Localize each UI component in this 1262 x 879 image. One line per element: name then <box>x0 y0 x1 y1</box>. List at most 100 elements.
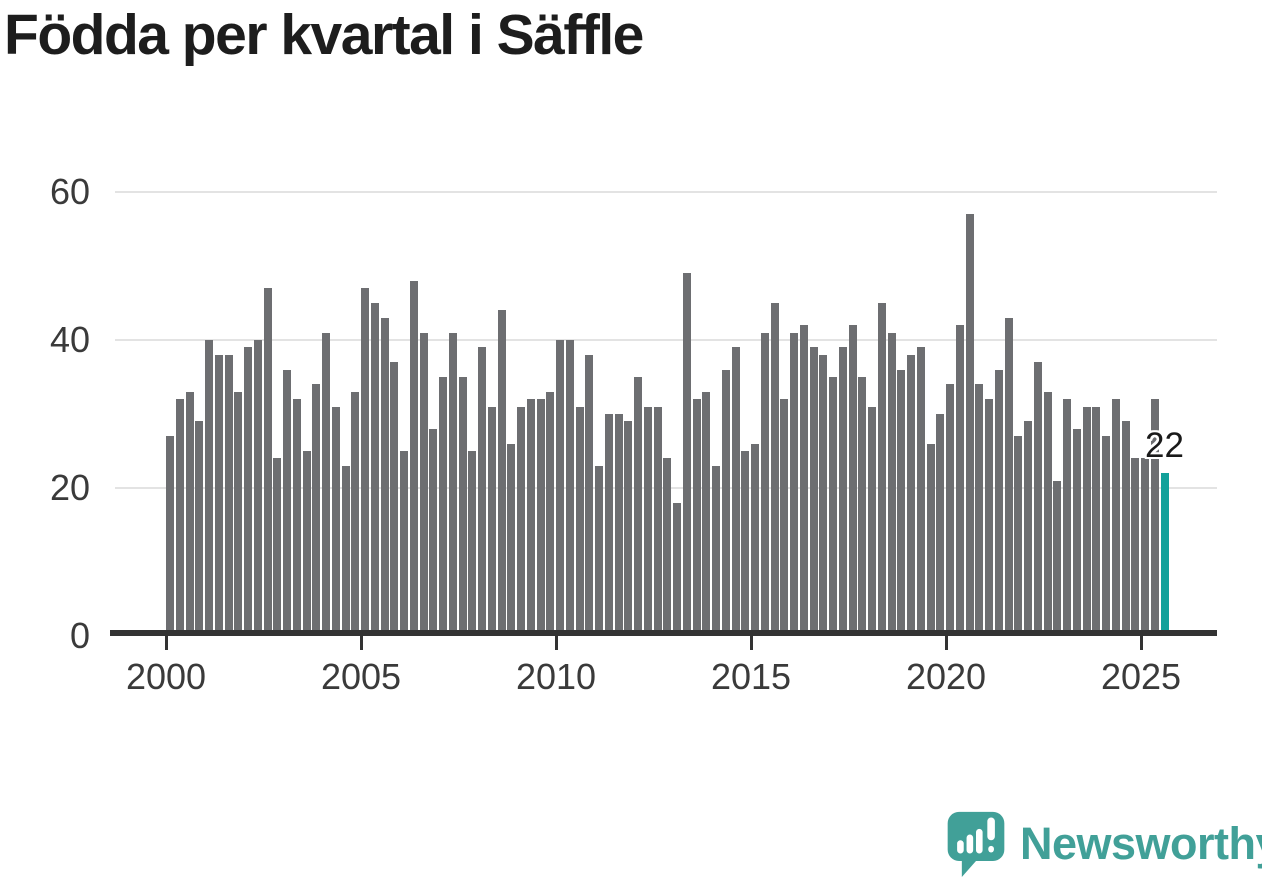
y-axis-label-40: 40 <box>49 319 90 360</box>
bar <box>205 340 213 636</box>
bar <box>449 333 457 636</box>
x-axis-tick-2005 <box>360 636 363 650</box>
bar <box>907 355 915 636</box>
bar <box>429 429 437 636</box>
bar <box>819 355 827 636</box>
bar <box>332 407 340 636</box>
newsworthy-branding: Newsworthy <box>944 810 1262 878</box>
bar <box>1122 421 1130 636</box>
bar <box>810 347 818 636</box>
bar <box>751 444 759 636</box>
bar <box>507 444 515 636</box>
bar <box>761 333 769 636</box>
x-axis-label-2000: 2000 <box>125 656 207 697</box>
bar <box>371 303 379 636</box>
bar <box>1141 458 1149 636</box>
bar <box>956 325 964 636</box>
bar <box>576 407 584 636</box>
bar <box>985 399 993 636</box>
bar <box>732 347 740 636</box>
bar-highlighted <box>1161 473 1169 636</box>
bar <box>283 370 291 636</box>
gridline-40 <box>115 339 1217 341</box>
bar <box>351 392 359 636</box>
bar <box>927 444 935 636</box>
bar <box>615 414 623 636</box>
x-axis-tick-2000 <box>165 636 168 650</box>
bar <box>176 399 184 636</box>
bar <box>897 370 905 636</box>
bar <box>839 347 847 636</box>
newsworthy-logo-icon <box>947 811 1005 878</box>
bar <box>858 377 866 636</box>
bar <box>595 466 603 636</box>
x-axis-label-2020: 2020 <box>905 656 987 697</box>
bar <box>624 421 632 636</box>
bar <box>254 340 262 636</box>
x-axis-label-2015: 2015 <box>710 656 792 697</box>
x-axis-tick-2015 <box>750 636 753 650</box>
bar <box>566 340 574 636</box>
x-axis-label-2005: 2005 <box>320 656 402 697</box>
bar <box>868 407 876 636</box>
bar <box>644 407 652 636</box>
bar <box>888 333 896 636</box>
bar <box>468 451 476 636</box>
bar <box>1073 429 1081 636</box>
bar <box>273 458 281 636</box>
bar <box>585 355 593 636</box>
bar <box>605 414 613 636</box>
newsworthy-logo-text: Newsworthy <box>1020 818 1262 869</box>
bar <box>1014 436 1022 636</box>
bar <box>215 355 223 636</box>
bar <box>488 407 496 636</box>
bar <box>722 370 730 636</box>
highlight-value-label: 22 <box>1145 426 1184 466</box>
bar <box>975 384 983 636</box>
bar <box>225 355 233 636</box>
bar <box>1024 421 1032 636</box>
bar <box>244 347 252 636</box>
bar <box>527 399 535 636</box>
bar <box>741 451 749 636</box>
bar <box>312 384 320 636</box>
bar <box>556 340 564 636</box>
bar <box>381 318 389 636</box>
bar <box>790 333 798 636</box>
bar <box>936 414 944 636</box>
bar <box>293 399 301 636</box>
x-axis-line <box>110 630 1217 636</box>
bar <box>400 451 408 636</box>
bar <box>917 347 925 636</box>
bar <box>1034 362 1042 636</box>
bar <box>654 407 662 636</box>
y-axis-label-0: 0 <box>69 615 90 656</box>
bar <box>390 362 398 636</box>
y-axis-label-20: 20 <box>49 467 90 508</box>
bar <box>303 451 311 636</box>
bar <box>537 399 545 636</box>
bar <box>186 392 194 636</box>
bar <box>1151 399 1159 636</box>
bar <box>878 303 886 636</box>
bar <box>1053 481 1061 636</box>
bar <box>546 392 554 636</box>
bar <box>771 303 779 636</box>
bar <box>1005 318 1013 636</box>
bar <box>1044 392 1052 636</box>
bar <box>995 370 1003 636</box>
bar <box>780 399 788 636</box>
bar <box>849 325 857 636</box>
bar <box>195 421 203 636</box>
bar <box>439 377 447 636</box>
bar <box>166 436 174 636</box>
bar <box>478 347 486 636</box>
bar <box>702 392 710 636</box>
bar <box>946 384 954 636</box>
bar <box>673 503 681 636</box>
bar <box>361 288 369 636</box>
bar <box>966 214 974 636</box>
bar <box>1112 399 1120 636</box>
bar <box>517 407 525 636</box>
